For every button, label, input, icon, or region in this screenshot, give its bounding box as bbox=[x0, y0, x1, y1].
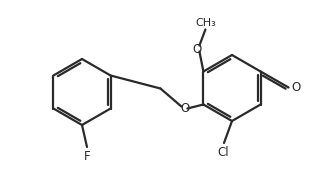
Text: O: O bbox=[181, 102, 190, 115]
Text: Cl: Cl bbox=[217, 146, 229, 159]
Text: F: F bbox=[84, 150, 90, 163]
Text: CH₃: CH₃ bbox=[195, 18, 216, 28]
Text: O: O bbox=[291, 81, 301, 94]
Text: O: O bbox=[193, 43, 202, 56]
